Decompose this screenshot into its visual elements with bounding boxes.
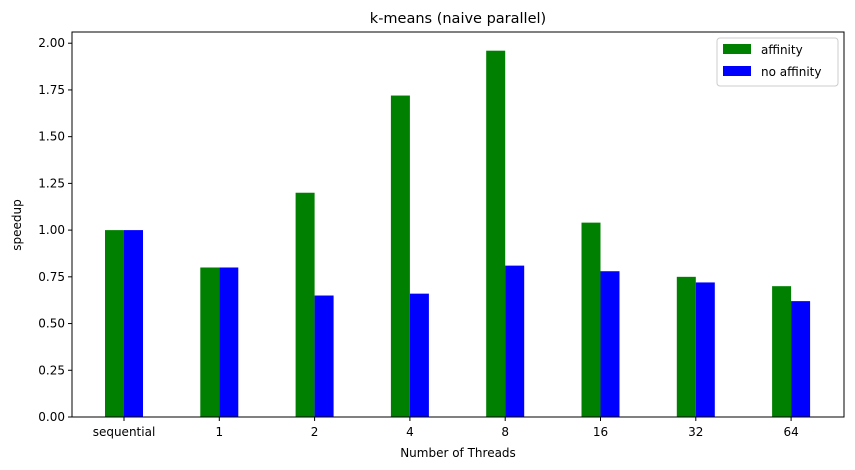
x-axis: sequential 1 2 4 8 16 32 64 [93,417,799,439]
bar-affinity-8 [486,50,506,417]
x-tick-label: 4 [406,425,414,439]
x-tick-label: sequential [93,425,156,439]
bar-no-affinity-sequential [124,230,143,417]
y-tick-label: 0.25 [38,363,65,377]
chart-title: k-means (naive parallel) [370,11,546,27]
bar-no-affinity-8 [505,265,525,417]
y-tick-label: 1.75 [38,83,65,97]
bar-no-affinity-2 [314,295,334,417]
bar-affinity-16 [581,222,601,417]
bar-no-affinity-4 [409,293,429,417]
bar-no-affinity-32 [695,282,715,417]
x-tick-label: 64 [783,425,798,439]
x-tick-label: 2 [311,425,319,439]
bars-group [105,50,811,417]
bar-affinity-32 [676,276,696,417]
bar-affinity-64 [772,286,792,417]
legend-swatch-affinity [723,44,751,54]
x-tick-label: 32 [688,425,703,439]
y-tick-label: 1.00 [38,223,65,237]
x-tick-label: 8 [501,425,509,439]
bar-no-affinity-16 [600,271,620,417]
y-tick-label: 1.25 [38,176,65,190]
y-tick-label: 0.75 [38,270,65,284]
y-tick-label: 0.00 [38,410,65,424]
plot-frame [71,31,845,418]
y-tick-label: 0.50 [38,317,65,331]
bar-affinity-1 [200,267,220,417]
y-tick-label: 2.00 [38,36,65,50]
bar-affinity-sequential [105,230,124,417]
legend: affinity no affinity [716,37,839,87]
bar-affinity-2 [295,192,315,417]
bar-no-affinity-1 [219,267,239,417]
legend-swatch-no-affinity [723,66,751,76]
bar-no-affinity-64 [791,301,811,417]
bar-affinity-4 [390,95,410,417]
legend-label-affinity: affinity [761,43,803,57]
legend-label-no-affinity: no affinity [761,65,821,79]
y-axis: 0.00 0.25 0.50 0.75 1.00 1.25 1.50 1.75 2.00 [38,36,72,424]
x-axis-label: Number of Threads [400,446,516,460]
y-axis-label: speedup [10,199,24,250]
y-tick-label: 1.50 [38,130,65,144]
x-tick-label: 1 [215,425,223,439]
x-tick-label: 16 [593,425,608,439]
